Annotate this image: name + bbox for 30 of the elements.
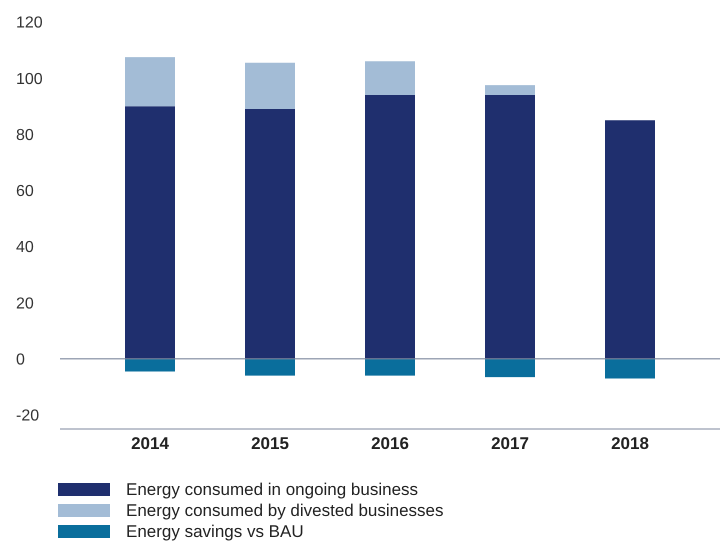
bar bbox=[245, 358, 295, 376]
bar bbox=[485, 94, 535, 359]
bar bbox=[485, 85, 535, 95]
bar bbox=[605, 120, 655, 359]
bar bbox=[245, 62, 295, 110]
x-tick-label: 2017 bbox=[491, 434, 529, 454]
x-tick-label: 2018 bbox=[611, 434, 649, 454]
bar bbox=[125, 106, 175, 359]
bar bbox=[485, 358, 535, 378]
y-tick-label: -20 bbox=[16, 408, 40, 425]
x-tick-label: 2014 bbox=[131, 434, 170, 454]
x-tick-label: 2015 bbox=[251, 434, 289, 454]
y-tick-label: 100 bbox=[16, 70, 43, 88]
bar bbox=[365, 358, 415, 376]
y-tick-label: 80 bbox=[16, 126, 34, 144]
bar bbox=[245, 109, 295, 359]
x-tick-label: 2016 bbox=[371, 434, 409, 454]
legend-label: Energy consumed by divested businesses bbox=[126, 500, 444, 520]
y-tick-label: 120 bbox=[16, 14, 43, 32]
y-tick-label: 0 bbox=[16, 352, 25, 369]
legend-label: Energy savings vs BAU bbox=[126, 522, 304, 542]
y-tick-label: 60 bbox=[16, 183, 34, 200]
y-tick-label: 40 bbox=[16, 239, 34, 256]
y-tick-label: 20 bbox=[16, 295, 34, 312]
bar bbox=[125, 358, 175, 372]
bar bbox=[365, 61, 415, 95]
bar bbox=[365, 94, 415, 359]
bar bbox=[125, 57, 175, 106]
bar bbox=[605, 358, 655, 378]
legend-label: Energy consumed in ongoing business bbox=[126, 480, 418, 500]
